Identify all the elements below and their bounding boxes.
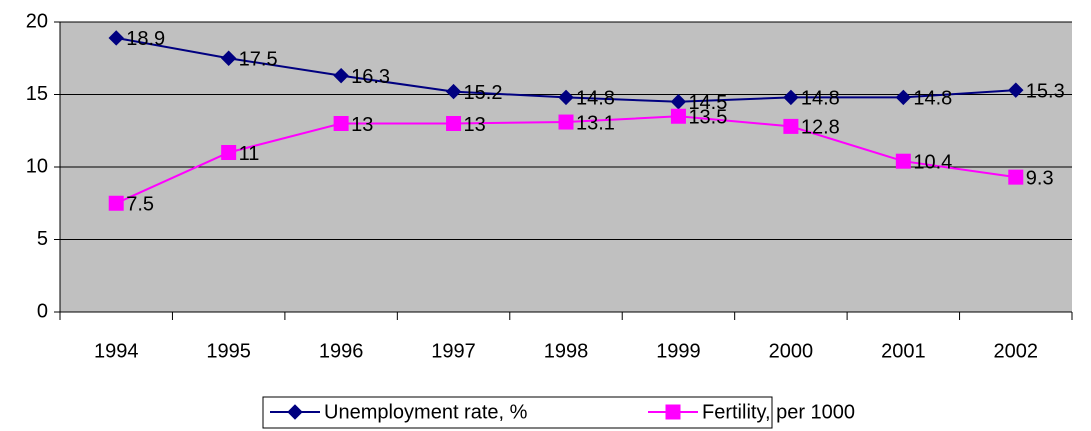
marker xyxy=(783,89,799,106)
legend-label: Fertility, per 1000 xyxy=(702,401,855,423)
marker xyxy=(445,83,462,100)
marker xyxy=(221,145,237,160)
data-label: 16.3 xyxy=(351,66,390,88)
data-label: 14.8 xyxy=(913,88,952,110)
data-label: 14.8 xyxy=(801,88,840,110)
data-label: 17.5 xyxy=(239,49,278,71)
marker xyxy=(665,404,681,420)
marker xyxy=(287,404,303,420)
data-label: 10.4 xyxy=(913,151,952,173)
x-tick-label: 1996 xyxy=(319,340,364,362)
marker xyxy=(895,89,912,106)
marker xyxy=(446,116,462,131)
data-label: 7.5 xyxy=(126,194,154,216)
marker xyxy=(670,108,686,124)
legend-label: Unemployment rate, % xyxy=(324,401,528,423)
x-tick-label: 1994 xyxy=(94,340,139,362)
marker xyxy=(333,116,349,131)
data-label: 12.8 xyxy=(801,117,840,139)
x-tick-label: 2000 xyxy=(769,340,814,362)
x-tick-label: 1999 xyxy=(656,340,701,362)
data-label: 13 xyxy=(351,114,373,136)
x-tick-label: 1995 xyxy=(206,340,251,362)
data-label: 13 xyxy=(464,114,486,136)
marker xyxy=(1008,169,1024,185)
y-tick-label: 15 xyxy=(26,83,48,105)
data-label: 15.3 xyxy=(1026,80,1065,102)
data-label: 13.5 xyxy=(688,107,727,129)
data-label: 18.9 xyxy=(126,28,165,50)
data-label: 11 xyxy=(239,143,260,165)
x-tick-label: 2001 xyxy=(881,340,926,362)
x-tick-label: 1997 xyxy=(431,340,476,362)
data-label: 13.1 xyxy=(576,112,615,134)
marker xyxy=(108,30,124,46)
marker xyxy=(558,89,574,106)
y-tick-label: 5 xyxy=(37,228,48,250)
marker xyxy=(220,50,237,66)
data-label: 14.5 xyxy=(688,92,727,114)
x-tick-label: 1998 xyxy=(544,340,589,362)
marker xyxy=(783,118,799,134)
y-tick-label: 20 xyxy=(26,10,48,32)
marker xyxy=(333,67,349,84)
marker xyxy=(108,195,124,211)
x-tick-label: 2002 xyxy=(994,340,1039,362)
data-label: 9.3 xyxy=(1026,167,1054,189)
marker xyxy=(895,153,911,169)
y-tick-label: 10 xyxy=(26,155,48,177)
data-label: 14.8 xyxy=(576,88,615,110)
marker xyxy=(1008,82,1024,98)
marker xyxy=(558,114,574,130)
y-tick-label: 0 xyxy=(37,300,48,322)
data-label: 15.2 xyxy=(464,82,503,104)
